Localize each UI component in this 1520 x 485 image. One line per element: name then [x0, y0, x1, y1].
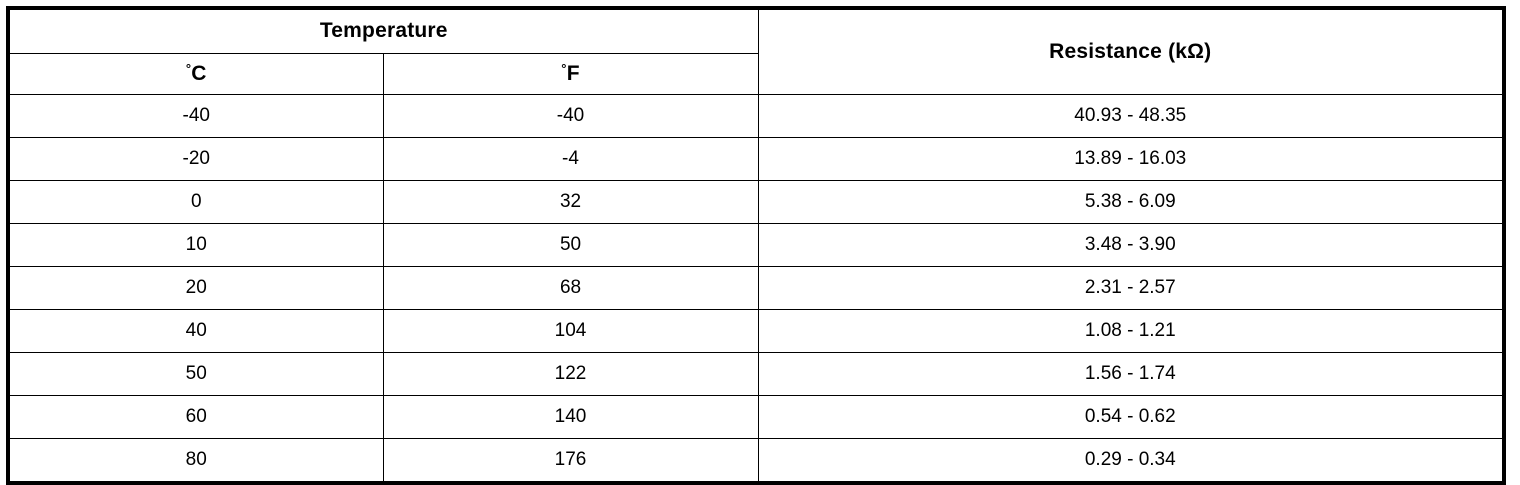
cell-fahrenheit: -40: [382, 94, 759, 138]
table-row: 0 32 5.38 - 6.09: [7, 180, 1505, 224]
cell-celsius: 60: [7, 395, 384, 439]
header-celsius: °C: [7, 52, 384, 96]
table-row: 60 140 0.54 - 0.62: [7, 395, 1505, 439]
cell-fahrenheit: 176: [382, 438, 759, 484]
degree-symbol-fahrenheit: °: [561, 60, 567, 76]
thermistor-resistance-table: Temperature Resistance (kΩ) °C °F -40 -4…: [6, 6, 1507, 485]
cell-fahrenheit: 104: [382, 309, 759, 353]
cell-resistance: 2.31 - 2.57: [757, 266, 1505, 310]
table-row: 10 50 3.48 - 3.90: [7, 223, 1505, 267]
header-fahrenheit: °F: [382, 52, 759, 96]
cell-celsius: 40: [7, 309, 384, 353]
header-resistance: Resistance (kΩ): [757, 7, 1505, 95]
cell-fahrenheit: 140: [382, 395, 759, 439]
table-row: -20 -4 13.89 - 16.03: [7, 137, 1505, 181]
table-body: -40 -40 40.93 - 48.35 -20 -4 13.89 - 16.…: [7, 94, 1505, 484]
table-row: 80 176 0.29 - 0.34: [7, 438, 1505, 484]
cell-celsius: 0: [7, 180, 384, 224]
cell-celsius: 80: [7, 438, 384, 484]
cell-fahrenheit: 32: [382, 180, 759, 224]
table-row: 20 68 2.31 - 2.57: [7, 266, 1505, 310]
table-row: -40 -40 40.93 - 48.35: [7, 94, 1505, 138]
cell-celsius: -40: [7, 94, 384, 138]
header-temperature: Temperature: [7, 7, 759, 54]
cell-celsius: 20: [7, 266, 384, 310]
table-row: 40 104 1.08 - 1.21: [7, 309, 1505, 353]
cell-resistance: 0.29 - 0.34: [757, 438, 1505, 484]
header-celsius-label: C: [191, 61, 207, 85]
cell-fahrenheit: 68: [382, 266, 759, 310]
cell-resistance: 3.48 - 3.90: [757, 223, 1505, 267]
header-row-group: Temperature Resistance (kΩ): [7, 7, 1505, 95]
table-header: Temperature Resistance (kΩ) °C °F: [7, 7, 1505, 96]
degree-symbol-celsius: °: [185, 60, 192, 76]
cell-fahrenheit: 50: [382, 223, 759, 267]
cell-resistance: 5.38 - 6.09: [757, 180, 1505, 224]
cell-celsius: -20: [7, 137, 384, 181]
cell-resistance: 0.54 - 0.62: [757, 395, 1505, 439]
table-row: 50 122 1.56 - 1.74: [7, 352, 1505, 396]
header-row-units: °C °F: [7, 52, 1504, 96]
cell-celsius: 50: [7, 352, 384, 396]
cell-resistance: 1.08 - 1.21: [757, 309, 1505, 353]
cell-fahrenheit: 122: [382, 352, 759, 396]
cell-resistance: 1.56 - 1.74: [757, 352, 1505, 396]
cell-resistance: 40.93 - 48.35: [757, 94, 1505, 138]
table-sheet: Temperature Resistance (kΩ) °C °F -40 -4…: [6, 6, 1507, 485]
cell-celsius: 10: [7, 223, 384, 267]
cell-fahrenheit: -4: [382, 137, 759, 181]
cell-resistance: 13.89 - 16.03: [757, 137, 1505, 181]
header-fahrenheit-label: F: [566, 61, 580, 85]
